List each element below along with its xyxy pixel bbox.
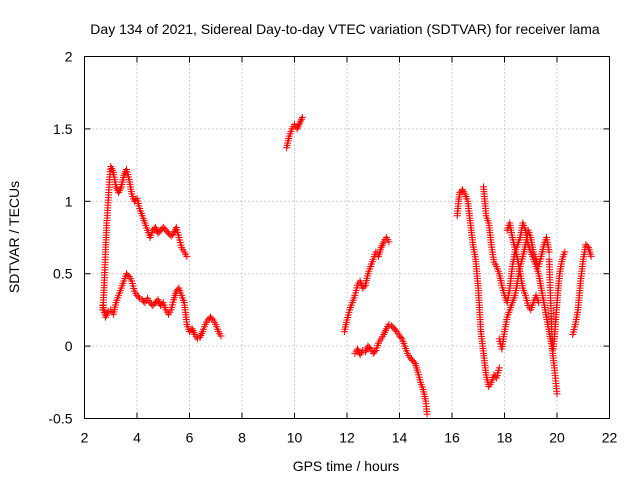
grid — [84, 56, 610, 419]
x-tick-label: 6 — [186, 430, 194, 446]
data-point-arc5 — [410, 358, 418, 366]
data-point-arc5 — [371, 348, 379, 356]
y-tick-label: 1.5 — [53, 121, 73, 137]
data-point-arc11 — [587, 252, 595, 260]
x-tick-label: 22 — [602, 430, 618, 446]
data-point-arc9 — [535, 299, 543, 307]
data-point-arc5 — [397, 333, 405, 341]
y-tick-label: -0.5 — [48, 411, 72, 427]
x-tick-label: 8 — [238, 430, 246, 446]
data-point-arc2 — [217, 332, 225, 340]
data-point-arc7 — [553, 390, 561, 398]
chart-title: Day 134 of 2021, Sidereal Day-to-day VTE… — [90, 21, 600, 37]
x-tick-label: 20 — [549, 430, 565, 446]
data-point-arc6 — [495, 364, 503, 372]
data-point-arc1 — [183, 252, 191, 260]
data-point-arc11 — [583, 242, 591, 250]
data-point-arc10 — [561, 248, 569, 256]
data-point-arc3 — [298, 113, 306, 121]
x-axis-label: GPS time / hours — [293, 458, 400, 474]
y-axis-label: SDTVAR / TECUs — [6, 181, 22, 293]
x-tick-label: 12 — [339, 430, 355, 446]
x-tick-label: 10 — [287, 430, 303, 446]
data-point-arc2 — [124, 271, 132, 279]
plot-frame — [84, 56, 610, 419]
data-point-arc2 — [197, 331, 205, 339]
data-point-arc2 — [198, 330, 206, 338]
y-tick-label: 1 — [65, 193, 73, 209]
x-tick-label: 14 — [392, 430, 408, 446]
data-point-arc2 — [208, 315, 216, 323]
data-point-arc4 — [378, 242, 386, 250]
data-point-arc2 — [134, 293, 142, 301]
data-point-arc5 — [423, 410, 431, 418]
data-marks — [99, 113, 595, 418]
data-point-arc1 — [108, 164, 116, 172]
data-point-arc5 — [392, 326, 400, 334]
data-point-arc4 — [360, 283, 368, 291]
data-point-arc5 — [365, 344, 373, 352]
data-point-arc4 — [385, 238, 393, 246]
axis-tick-labels: 2 4 6 8 10 12 14 16 18 20 22 -0.5 0 0.5 1 1.5 2 — [48, 49, 617, 446]
y-tick-label: 0 — [65, 338, 73, 354]
x-tick-label: 16 — [444, 430, 460, 446]
y-tick-label: 0.5 — [53, 266, 73, 282]
data-point-arc8 — [545, 248, 553, 256]
x-tick-label: 18 — [497, 430, 513, 446]
x-tick-label: 4 — [133, 430, 141, 446]
x-tick-label: 2 — [81, 430, 89, 446]
y-tick-label: 2 — [65, 49, 73, 65]
